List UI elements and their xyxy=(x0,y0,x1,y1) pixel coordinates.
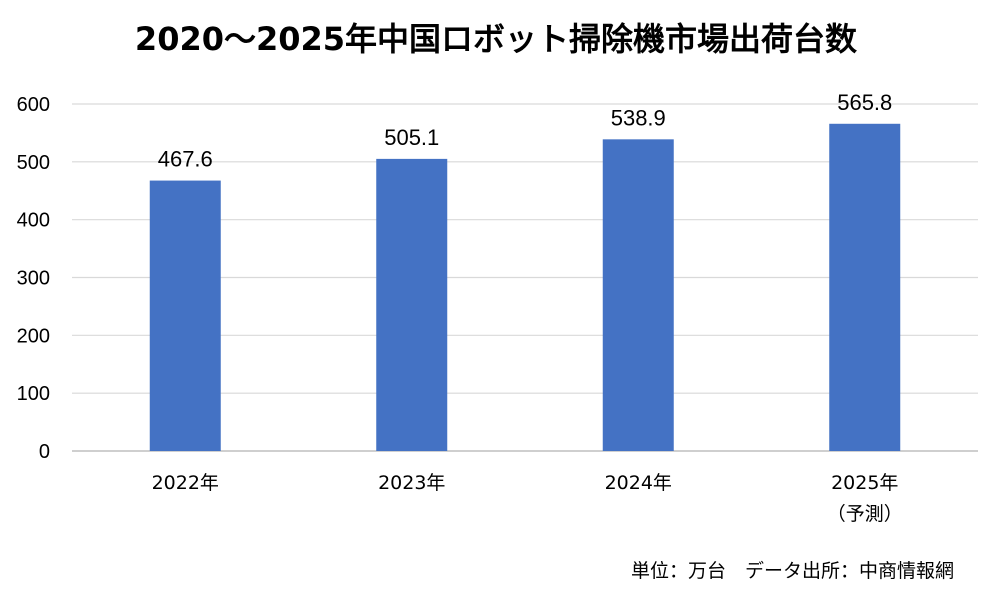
category-label: 2023年 xyxy=(378,472,445,494)
data-label: 565.8 xyxy=(837,90,892,115)
bar xyxy=(829,123,901,452)
data-label: 505.1 xyxy=(384,125,439,150)
category-label: 2025年 xyxy=(831,472,898,494)
y-tick-label: 600 xyxy=(17,94,50,116)
y-tick-label: 300 xyxy=(17,268,50,290)
x-axis-categories: 2022年 2023年 2024年 2025年 （予測） xyxy=(152,472,903,525)
bars xyxy=(149,123,901,452)
y-axis-ticks: 0 100 200 300 400 500 600 xyxy=(17,94,50,463)
bar xyxy=(149,180,221,451)
y-tick-label: 0 xyxy=(39,441,50,463)
category-label: 2022年 xyxy=(152,472,219,494)
data-label: 467.6 xyxy=(158,147,213,172)
unit-label: 単位：万台 xyxy=(630,560,726,582)
y-tick-label: 500 xyxy=(17,152,50,174)
y-tick-label: 200 xyxy=(17,325,50,347)
category-sublabel: （予測） xyxy=(827,503,903,525)
bar xyxy=(602,139,674,451)
gridlines xyxy=(72,103,978,452)
category-label: 2024年 xyxy=(605,472,672,494)
source-label: データ出所：中商情報網 xyxy=(744,560,954,582)
data-label: 538.9 xyxy=(611,105,666,130)
y-tick-label: 100 xyxy=(17,383,50,405)
bar xyxy=(376,158,448,451)
y-tick-label: 400 xyxy=(17,210,50,232)
chart-title: 2020～2025年中国ロボット掃除機市場出荷台数 xyxy=(134,20,858,58)
source-note: 単位：万台 データ出所：中商情報網 xyxy=(631,556,954,583)
data-labels: 467.6 505.1 538.9 565.8 xyxy=(158,90,893,172)
